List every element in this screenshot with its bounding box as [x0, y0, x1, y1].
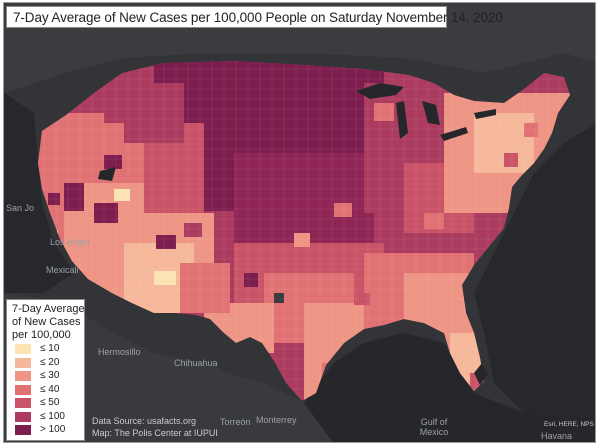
legend-label: ≤ 100 — [40, 410, 65, 422]
lake-ontario — [474, 109, 496, 119]
atlantic-ocean-water — [474, 124, 595, 423]
basemap-attribution: Esri, HERE, NPS — [544, 421, 594, 428]
great-salt-lake — [98, 167, 116, 181]
pacific-ocean-water — [4, 93, 74, 293]
data-source-credit: Data Source: usafacts.org — [92, 416, 197, 426]
legend-swatch — [15, 371, 31, 381]
mexico-land — [4, 293, 381, 442]
place-label-torreon: Torreón — [220, 417, 251, 427]
place-label-san-jose: San Jo — [6, 203, 35, 213]
map-frame: Mexicali Hermosillo Chihuahua Torreón Mo… — [3, 2, 596, 443]
lake-okeechobee — [474, 363, 488, 385]
legend-title-line-3: per 100,000 — [12, 329, 71, 341]
legend-label: ≤ 10 — [40, 343, 60, 354]
lake-erie — [440, 127, 468, 141]
place-label-hermosillo: Hermosillo — [98, 347, 141, 357]
choropleth-map[interactable] — [4, 3, 596, 443]
legend-title-line-1: 7-Day Average — [12, 303, 85, 315]
place-label-chihuahua: Chihuahua — [174, 358, 218, 368]
place-label-monterrey: Monterrey — [256, 415, 297, 425]
legend: 7-Day Average of New Cases per 100,000 ≤… — [6, 299, 85, 441]
place-label-gulf-of-mexico: Gulf of Mexico — [419, 417, 449, 437]
legend-swatch — [15, 357, 31, 368]
legend-swatch — [15, 411, 31, 422]
place-label-havana: Havana — [541, 431, 573, 441]
legend-swatch — [15, 398, 31, 408]
legend-label: ≤ 50 — [40, 397, 60, 408]
legend-label: > 100 — [40, 424, 66, 435]
gulf-of-mexico-water — [304, 333, 595, 442]
lake-huron — [422, 101, 440, 125]
legend-swatch — [15, 344, 31, 354]
map-title-box: 7-Day Average of New Cases per 100,000 P… — [6, 6, 503, 28]
place-label-los-angeles: Los Angel — [50, 237, 90, 247]
legend-swatch — [15, 384, 31, 395]
legend-label: ≤ 20 — [40, 356, 60, 368]
lake-michigan — [396, 101, 408, 139]
legend-swatch — [15, 425, 31, 435]
place-label-mexicali: Mexicali — [46, 265, 79, 275]
legend-title-line-2: of New Cases — [12, 316, 81, 328]
legend-label: ≤ 30 — [40, 370, 60, 381]
lake-superior — [356, 83, 404, 99]
map-title: 7-Day Average of New Cases per 100,000 P… — [13, 10, 503, 25]
legend-label: ≤ 40 — [40, 383, 60, 395]
county-borders — [38, 61, 570, 401]
map-credit: Map: The Polis Center at IUPUI — [92, 428, 218, 438]
